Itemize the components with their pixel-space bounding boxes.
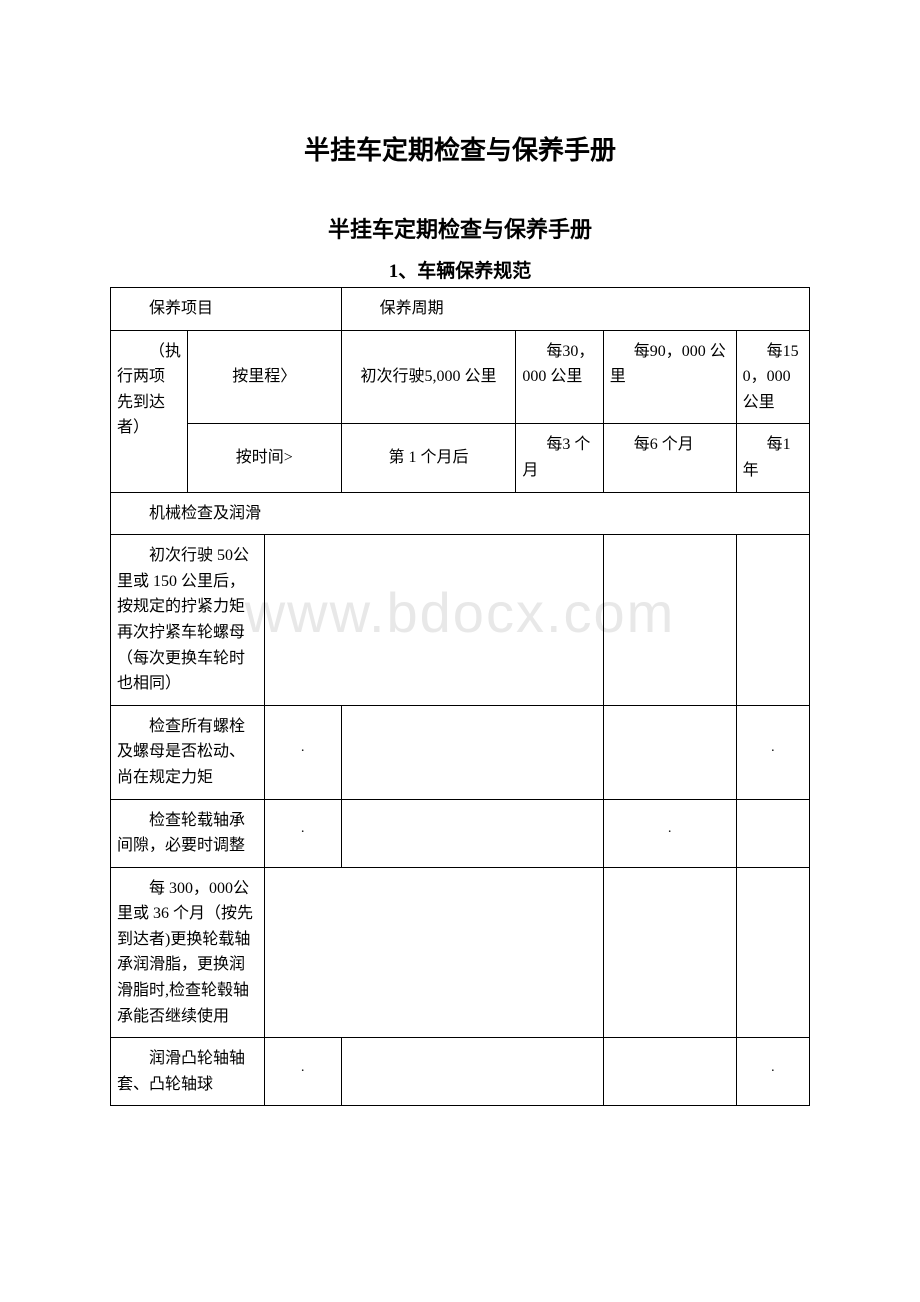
row1-c3 xyxy=(736,535,809,706)
table-row: 初次行驶 50公里或 150 公里后，按规定的拧紧力矩再次拧紧车轮螺母（每次更换… xyxy=(111,535,810,706)
header-exec-note: （执行两项先到达者） xyxy=(111,330,188,492)
header-mileage-90k: 每90，000 公里 xyxy=(603,330,736,424)
table-header-row-1: 保养项目 保养周期 xyxy=(111,288,810,331)
row2-dot2: · xyxy=(736,705,809,799)
row4-desc: 每 300，000公里或 36 个月（按先到达者)更换轮载轴承润滑脂，更换润滑脂… xyxy=(111,867,265,1038)
sub-title: 半挂车定期检查与保养手册 xyxy=(110,212,810,244)
row2-dot1: · xyxy=(264,705,341,799)
section-mechanical: 机械检查及润滑 xyxy=(111,492,810,535)
row1-desc: 初次行驶 50公里或 150 公里后，按规定的拧紧力矩再次拧紧车轮螺母（每次更换… xyxy=(111,535,265,706)
header-item: 保养项目 xyxy=(111,288,342,331)
row2-c1 xyxy=(341,705,603,799)
table-header-row-3: 按时间> 第 1 个月后 每3 个月 每6 个月 每1 年 xyxy=(111,424,810,492)
row2-desc: 检查所有螺栓及螺母是否松动、尚在规定力矩 xyxy=(111,705,265,799)
row4-c2 xyxy=(603,867,736,1038)
header-period: 保养周期 xyxy=(341,288,809,331)
row5-c1 xyxy=(341,1038,603,1106)
section-title: 1、车辆保养规范 xyxy=(110,256,810,283)
section-mechanical-row: 机械检查及润滑 xyxy=(111,492,810,535)
table-header-row-2: （执行两项先到达者） 按里程〉 初次行驶5,000 公里 每30，000 公里 … xyxy=(111,330,810,424)
document-content: 半挂车定期检查与保养手册 半挂车定期检查与保养手册 1、车辆保养规范 保养项目 … xyxy=(110,130,810,1106)
header-time-1y: 每1 年 xyxy=(736,424,809,492)
row3-dot1: · xyxy=(264,799,341,867)
row3-c1 xyxy=(341,799,603,867)
row1-c1 xyxy=(264,535,603,706)
header-time-3m: 每3 个月 xyxy=(516,424,603,492)
main-title: 半挂车定期检查与保养手册 xyxy=(110,130,810,167)
row5-dot1: · xyxy=(264,1038,341,1106)
row3-dot2: · xyxy=(603,799,736,867)
row4-c3 xyxy=(736,867,809,1038)
header-by-mileage: 按里程〉 xyxy=(187,330,341,424)
row5-c2 xyxy=(603,1038,736,1106)
row3-desc: 检查轮载轴承间隙，必要时调整 xyxy=(111,799,265,867)
table-row: 检查所有螺栓及螺母是否松动、尚在规定力矩 · · xyxy=(111,705,810,799)
row5-desc: 润滑凸轮轴轴套、凸轮轴球 xyxy=(111,1038,265,1106)
header-mileage-150k: 每150，000 公里 xyxy=(736,330,809,424)
table-row: 每 300，000公里或 36 个月（按先到达者)更换轮载轴承润滑脂，更换润滑脂… xyxy=(111,867,810,1038)
row3-c2 xyxy=(736,799,809,867)
header-by-time: 按时间> xyxy=(187,424,341,492)
table-row: 检查轮载轴承间隙，必要时调整 · · xyxy=(111,799,810,867)
row1-c2 xyxy=(603,535,736,706)
row2-c2 xyxy=(603,705,736,799)
row5-dot2: · xyxy=(736,1038,809,1106)
maintenance-table: 保养项目 保养周期 （执行两项先到达者） 按里程〉 初次行驶5,000 公里 每… xyxy=(110,287,810,1106)
header-time-6m: 每6 个月 xyxy=(603,424,736,492)
header-time-initial: 第 1 个月后 xyxy=(341,424,516,492)
header-mileage-initial: 初次行驶5,000 公里 xyxy=(341,330,516,424)
header-mileage-30k: 每30，000 公里 xyxy=(516,330,603,424)
table-row: 润滑凸轮轴轴套、凸轮轴球 · · xyxy=(111,1038,810,1106)
row4-c1 xyxy=(264,867,603,1038)
